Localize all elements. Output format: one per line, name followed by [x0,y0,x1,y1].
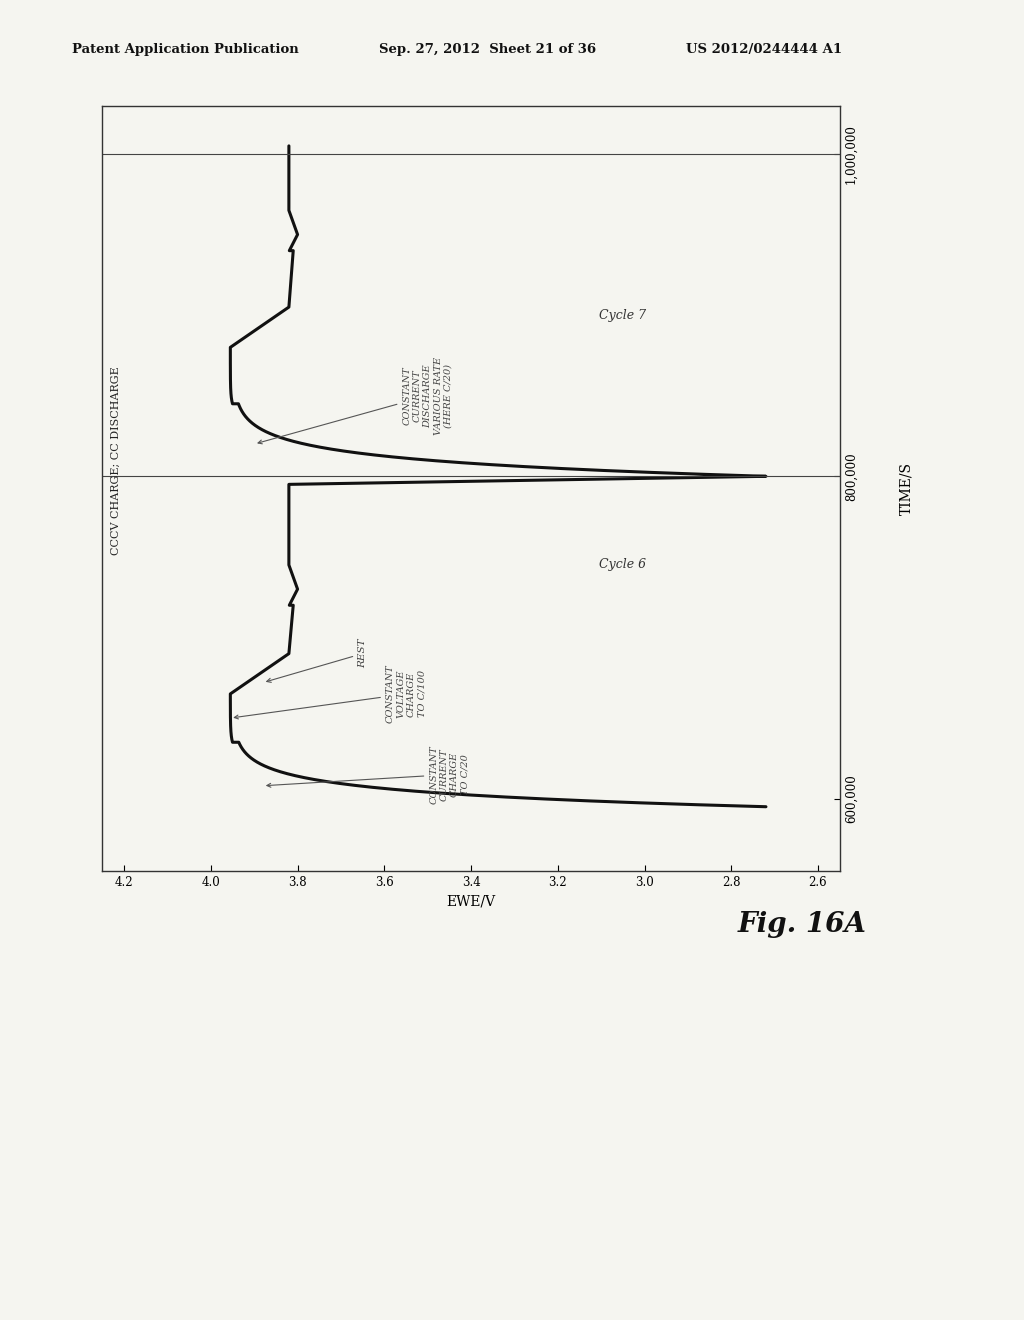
Text: CONSTANT
VOLTAGE
CHARGE
TO C/100: CONSTANT VOLTAGE CHARGE TO C/100 [234,664,426,723]
Text: Cycle 7: Cycle 7 [599,309,646,322]
Text: Sep. 27, 2012  Sheet 21 of 36: Sep. 27, 2012 Sheet 21 of 36 [379,42,596,55]
X-axis label: EWE/V: EWE/V [446,895,496,908]
Text: Cycle 6: Cycle 6 [599,558,646,572]
Text: US 2012/0244444 A1: US 2012/0244444 A1 [686,42,842,55]
Text: REST: REST [266,639,368,682]
Text: Patent Application Publication: Patent Application Publication [72,42,298,55]
Text: CONSTANT
CURRENT
CHARGE
TO C/20: CONSTANT CURRENT CHARGE TO C/20 [267,746,469,804]
Text: CONSTANT
CURRENT
DISCHARGE
VARIOUS RATE
(HERE C/20): CONSTANT CURRENT DISCHARGE VARIOUS RATE … [258,356,453,444]
Y-axis label: TIME/S: TIME/S [899,462,913,515]
Text: CCCV CHARGE; CC DISCHARGE: CCCV CHARGE; CC DISCHARGE [111,366,121,554]
Text: Fig. 16A: Fig. 16A [737,911,866,937]
